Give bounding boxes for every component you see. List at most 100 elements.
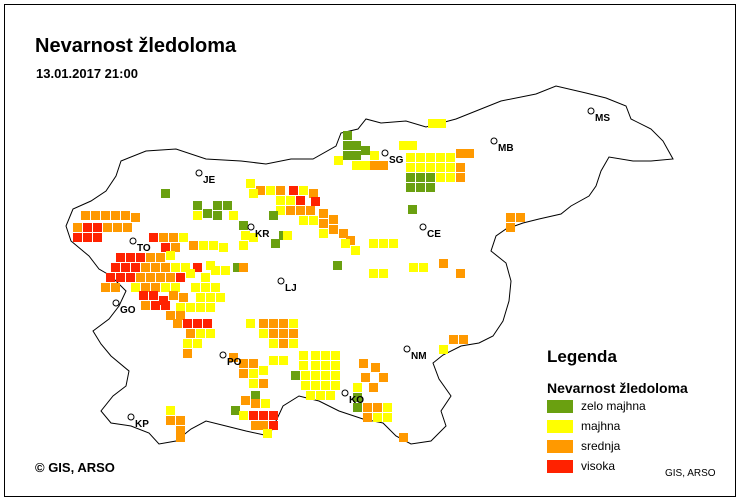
copyright-text: © GIS, ARSO <box>35 460 115 475</box>
hazard-cell <box>146 273 155 282</box>
hazard-cell <box>246 179 255 188</box>
hazard-cell <box>106 273 115 282</box>
hazard-cell <box>361 161 370 170</box>
hazard-cell <box>331 381 340 390</box>
hazard-cell <box>223 201 232 210</box>
hazard-cell <box>343 141 352 150</box>
city-label-je: JE <box>203 175 216 186</box>
hazard-cell <box>156 253 165 262</box>
hazard-cell <box>73 233 82 242</box>
hazard-cell <box>149 291 158 300</box>
legend-item-srednja: srednja <box>547 438 620 454</box>
hazard-cell <box>101 211 110 220</box>
hazard-cell <box>151 301 160 310</box>
hazard-cell <box>296 196 305 205</box>
hazard-cell <box>269 411 278 420</box>
city-label-go: GO <box>120 305 136 316</box>
hazard-cell <box>326 391 335 400</box>
hazard-cell <box>359 359 368 368</box>
hazard-cell <box>239 221 248 230</box>
hazard-cell <box>146 253 155 262</box>
hazard-cell <box>263 429 272 438</box>
hazard-cell <box>439 345 448 354</box>
hazard-cell <box>389 239 398 248</box>
hazard-cell <box>370 151 379 160</box>
hazard-cell <box>363 403 372 412</box>
hazard-cell <box>449 335 458 344</box>
hazard-cell <box>111 263 120 272</box>
hazard-cell <box>166 251 175 260</box>
hazard-cell <box>196 293 205 302</box>
hazard-cell <box>516 213 525 222</box>
hazard-cell <box>139 291 148 300</box>
hazard-cell <box>206 329 215 338</box>
hazard-cell <box>456 163 465 172</box>
hazard-cell <box>334 156 343 165</box>
hazard-cell <box>319 229 328 238</box>
hazard-cell <box>311 361 320 370</box>
hazard-cell <box>246 319 255 328</box>
hazard-cell <box>419 263 428 272</box>
hazard-cell <box>289 319 298 328</box>
hazard-cell <box>239 263 248 272</box>
hazard-cell <box>183 349 192 358</box>
hazard-cell <box>121 211 130 220</box>
hazard-cell <box>406 153 415 162</box>
hazard-cell <box>416 183 425 192</box>
hazard-cell <box>141 301 150 310</box>
hazard-cell <box>341 239 350 248</box>
hazard-cell <box>343 131 352 140</box>
hazard-cell <box>191 283 200 292</box>
credit-text: GIS, ARSO <box>665 468 716 479</box>
city-label-lj: LJ <box>285 283 297 294</box>
hazard-cell <box>369 269 378 278</box>
hazard-cell <box>251 421 260 430</box>
hazard-cell <box>249 189 258 198</box>
hazard-cell <box>159 233 168 242</box>
hazard-cell <box>176 426 185 435</box>
hazard-cell <box>269 329 278 338</box>
hazard-cell <box>103 223 112 232</box>
hazard-cell <box>229 353 238 362</box>
hazard-cell <box>196 303 205 312</box>
city-marker-icon <box>195 169 203 177</box>
hazard-cell <box>161 243 170 252</box>
legend-swatch <box>547 419 573 433</box>
map-frame: MS MB SG JE KR CE TO LJ GO NM PO KO KP Nevarnost žle… <box>4 4 736 497</box>
hazard-cell <box>426 173 435 182</box>
hazard-cell <box>291 371 300 380</box>
hazard-cell <box>239 411 248 420</box>
legend-swatch <box>547 459 573 473</box>
hazard-cell <box>211 283 220 292</box>
city-marker-icon <box>403 345 411 353</box>
hazard-cell <box>321 361 330 370</box>
hazard-cell <box>353 383 362 392</box>
hazard-cell <box>306 391 315 400</box>
hazard-cell <box>373 403 382 412</box>
city-label-ko: KO <box>349 395 364 406</box>
city-marker-icon <box>247 223 255 231</box>
hazard-cell <box>186 303 195 312</box>
hazard-cell <box>206 303 215 312</box>
hazard-cell <box>379 239 388 248</box>
hazard-cell <box>203 209 212 218</box>
hazard-cell <box>131 213 140 222</box>
hazard-cell <box>416 173 425 182</box>
hazard-cell <box>249 359 258 368</box>
hazard-cell <box>229 211 238 220</box>
hazard-cell <box>379 373 388 382</box>
hazard-cell <box>111 283 120 292</box>
hazard-cell <box>189 241 198 250</box>
hazard-cell <box>439 259 448 268</box>
hazard-cell <box>83 223 92 232</box>
hazard-cell <box>231 406 240 415</box>
city-label-to: TO <box>137 243 151 254</box>
hazard-cell <box>81 211 90 220</box>
city-label-ms: MS <box>595 113 610 124</box>
hazard-cell <box>206 261 215 270</box>
hazard-cell <box>379 269 388 278</box>
hazard-cell <box>383 403 392 412</box>
hazard-cell <box>351 246 360 255</box>
hazard-cell <box>121 263 130 272</box>
hazard-cell <box>301 371 310 380</box>
